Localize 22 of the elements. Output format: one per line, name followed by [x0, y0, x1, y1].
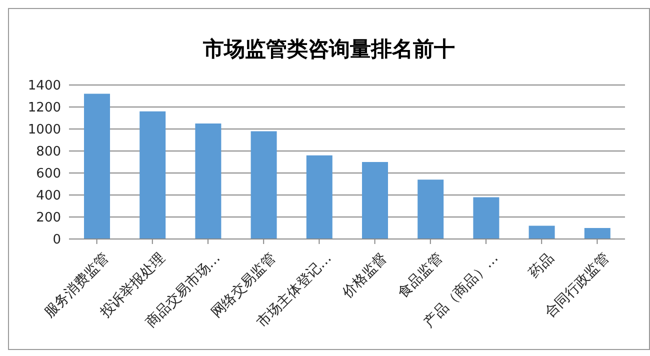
bar: [140, 111, 166, 239]
bar: [250, 131, 277, 239]
x-tick-label: 价格监督: [338, 250, 390, 302]
bar: [528, 226, 555, 239]
y-tick-label: 600: [36, 166, 61, 182]
y-tick-label: 0: [52, 232, 61, 248]
bar: [306, 155, 332, 239]
x-tick-label: 食品监管: [395, 250, 446, 302]
bar: [584, 228, 610, 239]
chart-title: 市场监管类咨询量排名前十: [202, 35, 456, 63]
bar: [84, 94, 110, 239]
y-tick-label: 1000: [28, 122, 61, 138]
y-tick-label: 400: [36, 188, 61, 204]
y-tick-label: 800: [36, 144, 61, 160]
x-tick-label: 药品: [526, 250, 558, 282]
y-tick-label: 1200: [28, 100, 61, 116]
bar: [195, 124, 222, 239]
y-tick-label: 1400: [28, 78, 61, 94]
bar: [418, 180, 444, 239]
bar: [473, 197, 500, 239]
y-tick-label: 200: [36, 210, 61, 226]
bar: [362, 162, 388, 239]
